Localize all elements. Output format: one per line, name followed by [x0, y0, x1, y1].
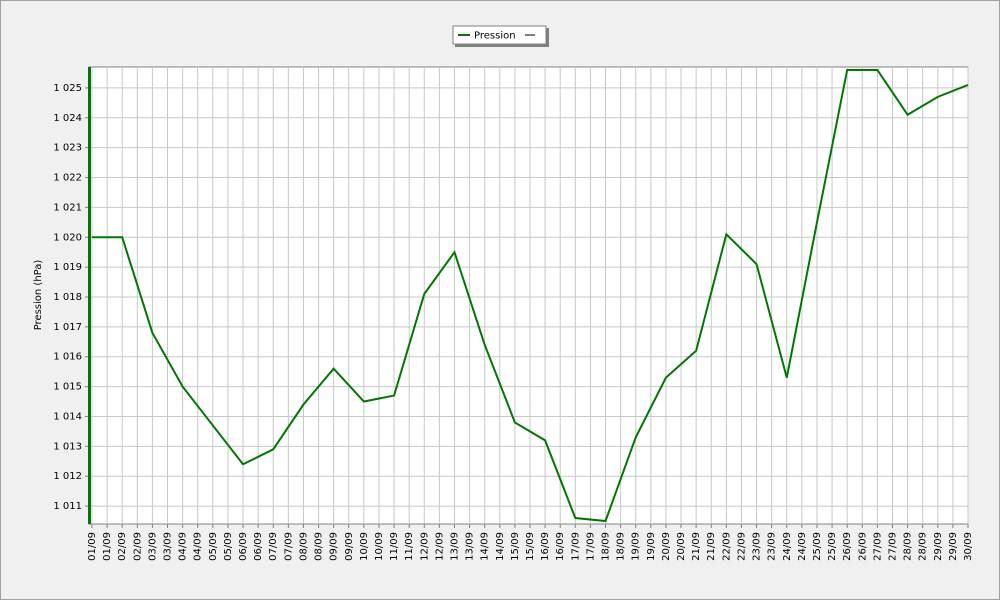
y-axis-label: Pression (hPa) — [33, 260, 44, 331]
x-tick-label: 23/09 — [767, 532, 778, 561]
x-tick-label: 14/09 — [480, 532, 491, 561]
x-tick-label: 15/09 — [525, 532, 536, 561]
y-tick-label: 1 013 — [53, 441, 82, 452]
x-tick-label: 02/09 — [117, 532, 128, 561]
x-tick-label: 07/09 — [283, 532, 294, 561]
x-tick-label: 19/09 — [646, 532, 657, 561]
y-tick-label: 1 015 — [53, 382, 82, 393]
x-tick-label: 05/09 — [223, 532, 234, 561]
x-tick-label: 05/09 — [208, 532, 219, 561]
x-tick-label: 16/09 — [540, 532, 551, 561]
x-tick-label: 27/09 — [887, 532, 898, 561]
x-tick-label: 26/09 — [842, 532, 853, 561]
x-tick-label: 27/09 — [872, 532, 883, 561]
x-tick-label: 12/09 — [434, 532, 445, 561]
x-tick-label: 19/09 — [631, 532, 642, 561]
x-tick-label: 28/09 — [903, 532, 914, 561]
legend-box — [452, 25, 547, 45]
x-tick-label: 15/09 — [510, 532, 521, 561]
x-tick-label: 08/09 — [314, 532, 325, 561]
y-tick-label: 1 024 — [53, 113, 82, 124]
y-tick-label: 1 019 — [53, 262, 82, 273]
y-tick-label: 1 023 — [53, 143, 82, 154]
x-tick-label: 01/09 — [87, 532, 98, 561]
y-tick-label: 1 021 — [53, 202, 82, 213]
y-tick-label: 1 020 — [53, 232, 82, 243]
x-tick-label: 08/09 — [298, 532, 309, 561]
x-tick-label: 06/09 — [253, 532, 264, 561]
legend-label: Pression — [474, 31, 516, 42]
x-tick-label: 21/09 — [691, 532, 702, 561]
x-tick-label: 25/09 — [827, 532, 838, 561]
x-tick-label: 28/09 — [918, 532, 929, 561]
x-tick-label: 24/09 — [782, 532, 793, 561]
x-tick-label: 04/09 — [193, 532, 204, 561]
x-tick-label: 01/09 — [102, 532, 113, 561]
x-tick-label: 22/09 — [721, 532, 732, 561]
y-tick-label: 1 014 — [53, 411, 82, 422]
data-line — [92, 68, 969, 523]
x-tick-label: 26/09 — [857, 532, 868, 561]
y-tick-label: 1 022 — [53, 173, 82, 184]
x-tick-label: 20/09 — [676, 532, 687, 561]
x-tick-label: 17/09 — [570, 532, 581, 561]
x-tick-label: 10/09 — [374, 532, 385, 561]
x-tick-label: 13/09 — [465, 532, 476, 561]
x-tick-label: 11/09 — [404, 532, 415, 561]
x-tick-label: 09/09 — [329, 532, 340, 561]
x-tick-label: 17/09 — [585, 532, 596, 561]
y-tick-label: 1 017 — [53, 322, 82, 333]
y-tick-label: 1 011 — [53, 501, 82, 512]
x-tick-label: 30/09 — [963, 532, 974, 561]
x-tick-label: 13/09 — [449, 532, 460, 561]
y-tick-label: 1 012 — [53, 471, 82, 482]
x-tick-label: 10/09 — [359, 532, 370, 561]
x-tick-label: 18/09 — [601, 532, 612, 561]
x-tick-label: 12/09 — [419, 532, 430, 561]
x-tick-label: 29/09 — [948, 532, 959, 561]
x-tick-label: 07/09 — [268, 532, 279, 561]
y-tick-label: 1 025 — [53, 83, 82, 94]
x-tick-label: 02/09 — [132, 532, 143, 561]
x-tick-label: 03/09 — [163, 532, 174, 561]
x-tick-label: 06/09 — [238, 532, 249, 561]
x-tick-label: 24/09 — [797, 532, 808, 561]
x-tick-label: 21/09 — [706, 532, 717, 561]
x-tick-label: 18/09 — [616, 532, 627, 561]
y-tick-label: 1 018 — [53, 292, 82, 303]
x-tick-label: 16/09 — [555, 532, 566, 561]
x-tick-label: 09/09 — [344, 532, 355, 561]
x-tick-label: 11/09 — [389, 532, 400, 561]
x-tick-label: 20/09 — [661, 532, 672, 561]
x-tick-label: 22/09 — [736, 532, 747, 561]
x-tick-label: 03/09 — [147, 532, 158, 561]
y-tick-label: 1 016 — [53, 352, 82, 363]
x-tick-label: 25/09 — [812, 532, 823, 561]
x-tick-label: 29/09 — [933, 532, 944, 561]
x-tick-label: 04/09 — [178, 532, 189, 561]
plot-area — [88, 66, 969, 525]
x-tick-label: 23/09 — [752, 532, 763, 561]
x-tick-label: 14/09 — [495, 532, 506, 561]
